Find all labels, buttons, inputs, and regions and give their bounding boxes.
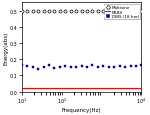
X-axis label: Frequency(Hz): Frequency(Hz) xyxy=(62,107,101,112)
Y-axis label: Energy(abs): Energy(abs) xyxy=(3,31,8,64)
Legend: Multisine, MLBS, DIBS (18 har): Multisine, MLBS, DIBS (18 har) xyxy=(104,5,140,20)
